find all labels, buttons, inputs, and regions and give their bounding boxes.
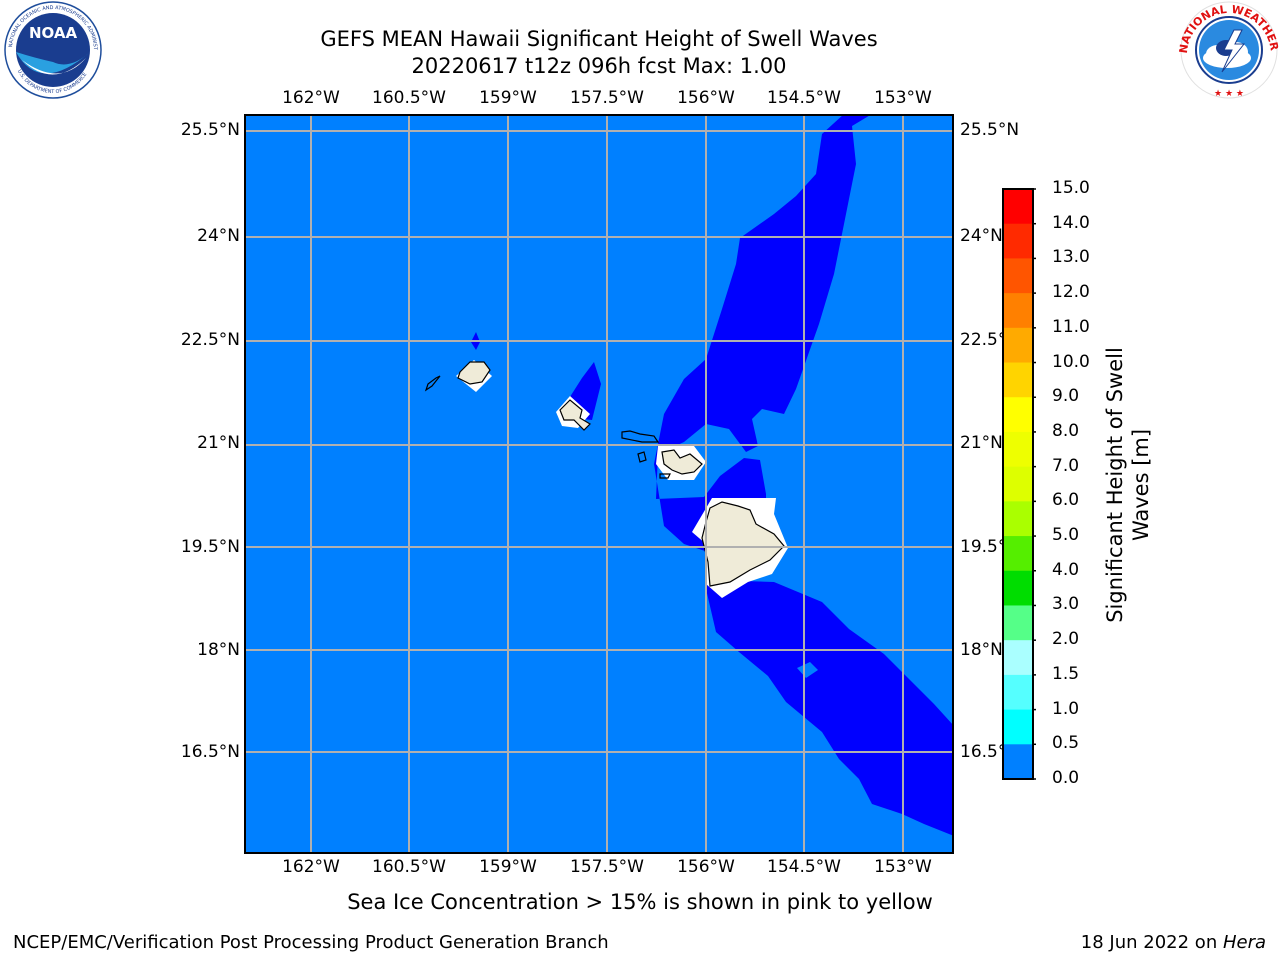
lat-tick-left: 16.5°N (180, 742, 240, 762)
lat-tick-right: 18°N (960, 640, 1003, 660)
noaa-wordmark: NOAA (29, 24, 78, 42)
colorbar-bin (1003, 189, 1033, 225)
lon-tick-bottom: 154.5°W (767, 857, 841, 877)
colorbar-tick-label: 1.5 (1052, 663, 1080, 684)
lon-tick-top: 153°W (874, 88, 932, 108)
lat-tick-left: 19.5°N (180, 537, 240, 557)
colorbar-bin (1003, 397, 1033, 433)
chart-title: GEFS MEAN Hawaii Significant Height of S… (0, 26, 1198, 80)
lat-tick-left: 24°N (197, 226, 240, 246)
colorbar-bin (1003, 223, 1033, 259)
colorbar-tick-label: 5.0 (1052, 525, 1080, 546)
lat-tick-right: 21°N (960, 433, 1003, 453)
lat-tick-left: 25.5°N (180, 120, 240, 140)
colorbar-tick-label: 9.0 (1052, 386, 1080, 407)
credit-date-host: 18 Jun 2022 on Hera (1080, 932, 1266, 953)
title-line-1: GEFS MEAN Hawaii Significant Height of S… (320, 27, 878, 51)
colorbar-bin (1003, 536, 1033, 572)
lat-tick-left: 18°N (197, 640, 240, 660)
lon-tick-top: 162°W (282, 88, 340, 108)
colorbar-bin (1003, 570, 1033, 606)
lon-tick-top: 154.5°W (767, 88, 841, 108)
colorbar-tick-label: 15.0 (1052, 178, 1090, 198)
title-line-2: 20220617 t12z 096h fcst Max: 1.00 (411, 54, 787, 78)
lat-tick-right: 25.5°N (960, 120, 1020, 140)
island-molokai (621, 430, 660, 443)
lon-tick-top: 160.5°W (372, 88, 446, 108)
colorbar-tick-label: 11.0 (1052, 316, 1090, 337)
colorbar-tick-label: 10.0 (1052, 351, 1090, 372)
colorbar-border (1002, 188, 1034, 780)
colorbar-tick-label: 2.0 (1052, 629, 1080, 650)
colorbar-tick-label: 6.0 (1052, 490, 1080, 511)
lat-tick-left: 21°N (197, 433, 240, 453)
colorbar-tick-label: 4.0 (1052, 559, 1080, 580)
credit-branch: NCEP/EMC/Verification Post Processing Pr… (13, 932, 609, 953)
colorbar-tick-label: 14.0 (1052, 212, 1090, 233)
lon-tick-top: 156°W (677, 88, 735, 108)
colorbar-bin (1003, 466, 1033, 502)
colorbar-tick-label: 0.0 (1052, 768, 1080, 788)
lon-tick-top: 157.5°W (570, 88, 644, 108)
map-border (244, 114, 954, 854)
colorbar-bin (1003, 362, 1033, 398)
colorbar-tick-label: 12.0 (1052, 282, 1090, 303)
colorbar-tick-label: 3.0 (1052, 594, 1080, 615)
sea-ice-footnote: Sea Ice Concentration > 15% is shown in … (347, 890, 933, 914)
island-kauai (424, 360, 492, 392)
nws-logo: NATIONAL WEATHER SERVICE ★ ★ ★ (1178, 0, 1280, 99)
colorbar-bin (1003, 640, 1033, 676)
colorbar (1002, 188, 1036, 780)
colorbar-tick-label: 8.0 (1052, 420, 1080, 441)
colorbar-bin (1003, 605, 1033, 641)
island-maui-lanai (637, 446, 706, 480)
lon-tick-bottom: 160.5°W (372, 857, 446, 877)
swell-band-inner-patch (797, 662, 818, 678)
colorbar-bin (1003, 709, 1033, 745)
lon-tick-bottom: 159°W (479, 857, 537, 877)
lon-tick-bottom: 156°W (677, 857, 735, 877)
graticule (244, 114, 954, 854)
lon-tick-bottom: 162°W (282, 857, 340, 877)
colorbar-bin (1003, 258, 1033, 294)
lon-tick-bottom: 153°W (874, 857, 932, 877)
map-area (244, 114, 954, 854)
lat-tick-right: 24°N (960, 226, 1003, 246)
colorbar-bin (1003, 501, 1033, 537)
island-oahu (556, 396, 591, 431)
colorbar-title: Significant Height of Swell Waves [m] (1103, 347, 1153, 623)
lat-tick-left: 22.5°N (180, 330, 240, 350)
colorbar-bin (1003, 431, 1033, 468)
colorbar-bin (1003, 293, 1033, 329)
colorbar-tick-label: 1.0 (1052, 698, 1080, 719)
swell-band-region (654, 114, 954, 836)
svg-text:★ ★ ★: ★ ★ ★ (1214, 89, 1244, 99)
colorbar-tick-label: 13.0 (1052, 247, 1090, 268)
lon-tick-bottom: 157.5°W (570, 857, 644, 877)
lon-tick-top: 159°W (479, 88, 537, 108)
colorbar-bin (1003, 327, 1033, 364)
colorbar-bin (1003, 744, 1033, 780)
colorbar-bin (1003, 674, 1033, 711)
colorbar-tick-label: 7.0 (1052, 455, 1080, 476)
noaa-logo: NOAA NATIONAL OCEANIC AND ATMOSPHERIC AD… (0, 0, 102, 99)
colorbar-tick-label: 0.5 (1052, 733, 1080, 754)
